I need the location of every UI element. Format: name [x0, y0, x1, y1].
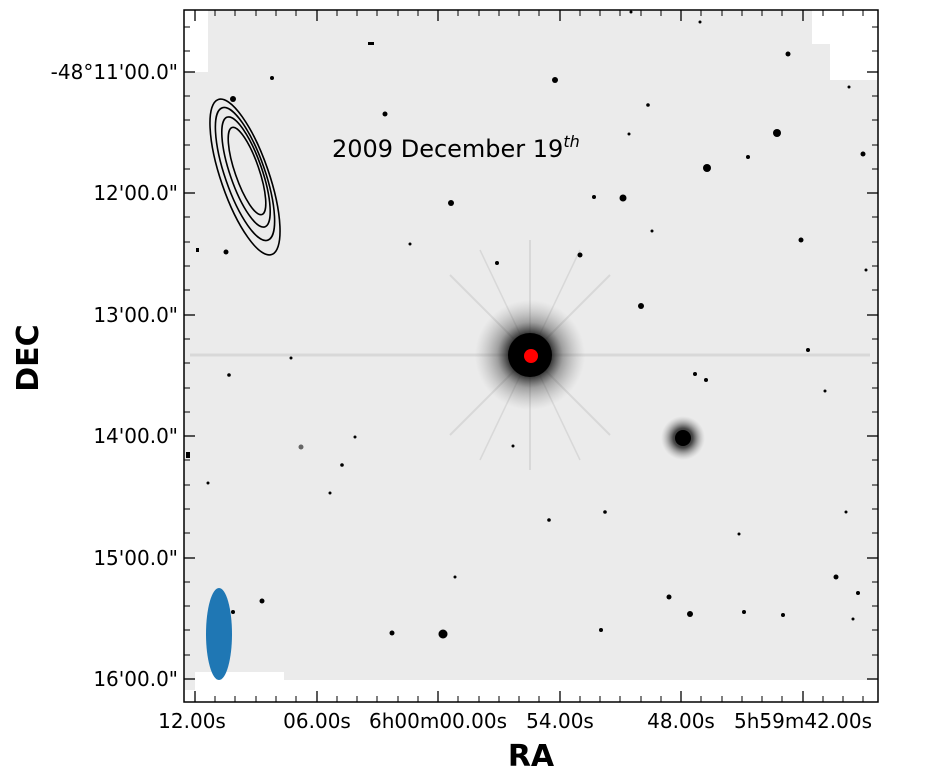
y-tick-label: 15'00.0": [93, 546, 178, 570]
y-axis-ticks: [184, 26, 878, 680]
x-tick-labels: 12.00s 06.00s 6h00m00.00s 54.00s 48.00s …: [158, 709, 872, 733]
plot-frame: [183, 9, 879, 703]
secondary-star-core: [675, 430, 691, 446]
radio-contours: [209, 98, 281, 256]
y-tick-labels: -48°11'00.0" 12'00.0" 13'00.0" 14'00.0" …: [51, 60, 178, 691]
y-tick-label: 14'00.0": [93, 424, 178, 448]
y-tick-label: 13'00.0": [93, 303, 178, 327]
beam-ellipse: [206, 588, 232, 680]
x-axis-ticks: [194, 10, 864, 702]
field-stars: [206, 10, 868, 639]
y-axis-title: DEC: [11, 324, 46, 391]
y-tick-label: 12'00.0": [93, 181, 178, 205]
x-tick-label: 54.00s: [526, 709, 594, 733]
source-position-marker: [524, 349, 538, 363]
sky-image: [184, 10, 878, 702]
x-axis-title: RA: [508, 739, 555, 774]
x-tick-label: 48.00s: [647, 709, 715, 733]
y-tick-label: 16'00.0": [93, 667, 178, 691]
x-tick-label: 6h00m00.00s: [369, 709, 507, 733]
observation-date-label: 2009 December 19th: [332, 132, 580, 163]
y-tick-label: -48°11'00.0": [51, 60, 178, 84]
x-tick-label: 5h59m42.00s: [734, 709, 872, 733]
x-tick-label: 06.00s: [283, 709, 351, 733]
x-tick-label: 12.00s: [158, 709, 226, 733]
